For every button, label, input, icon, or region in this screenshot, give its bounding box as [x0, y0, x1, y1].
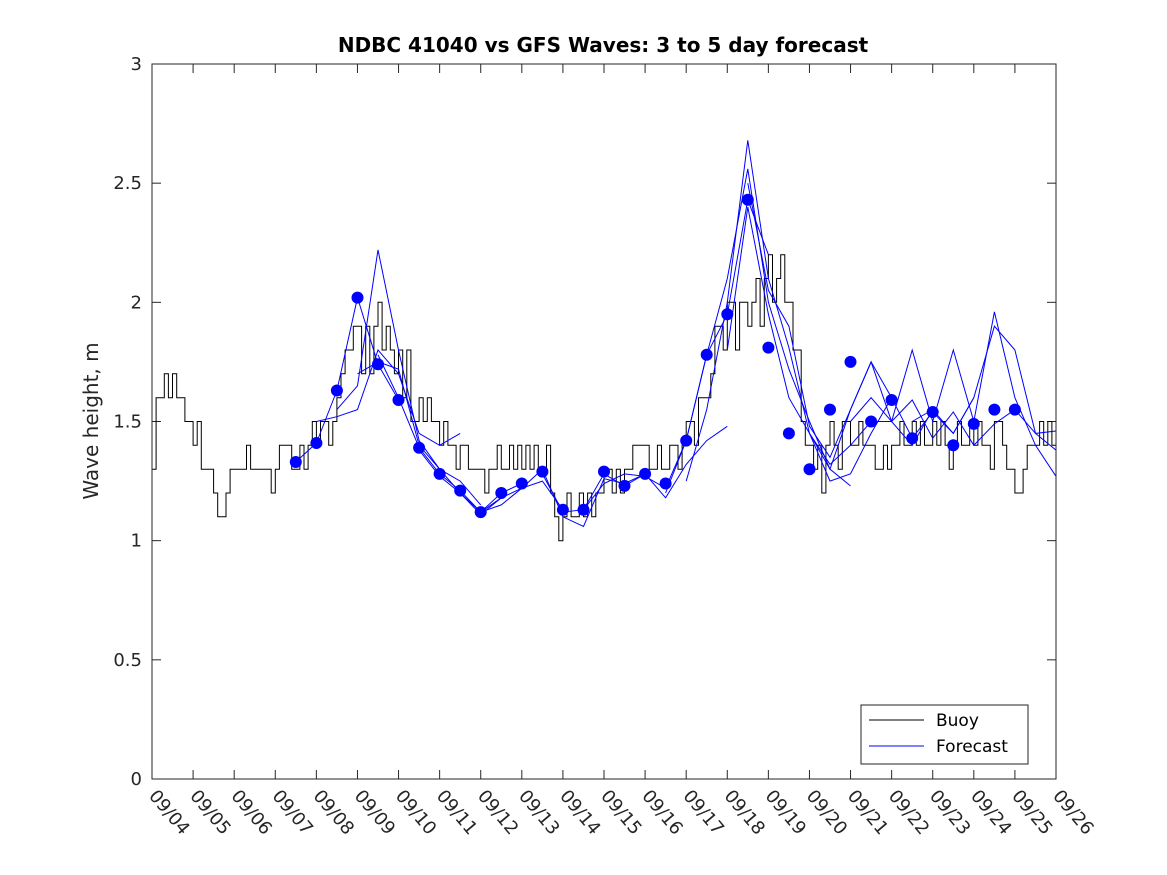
forecast-marker [454, 484, 467, 497]
forecast-run-line [726, 206, 934, 466]
y-tick-labels: 0 0.5 1 1.5 2 2.5 3 [113, 54, 142, 790]
legend-buoy-label: Buoy [936, 711, 979, 731]
y-tick-label: 2 [131, 292, 142, 313]
y-tick-label: 0 [131, 769, 142, 790]
forecast-run-line [336, 249, 482, 506]
legend-forecast-label: Forecast [936, 737, 1008, 757]
y-tick-label: 1 [131, 531, 142, 552]
forecast-run-line [583, 197, 769, 511]
forecast-marker [310, 437, 323, 449]
y-tick-label: 1.5 [113, 412, 142, 433]
y-tick-label: 2.5 [113, 173, 142, 194]
forecast-run-line [316, 349, 461, 446]
forecast-marker [289, 456, 302, 468]
forecast-marker [782, 427, 795, 440]
forecast-marker [988, 403, 1001, 416]
forecast-marker [515, 477, 528, 490]
legend: Buoy Forecast [860, 704, 1029, 765]
plot-area [152, 64, 1056, 779]
forecast-marker [1008, 403, 1021, 416]
forecast-marker [536, 465, 549, 478]
forecast-marker [474, 506, 487, 519]
forecast-marker [947, 439, 960, 452]
forecast-marker [639, 467, 652, 480]
forecast-marker [906, 432, 919, 445]
y-tick-label: 3 [131, 54, 142, 75]
forecast-marker [659, 477, 672, 490]
forecast-marker [598, 465, 610, 478]
forecast-marker [495, 487, 508, 499]
plot-frame [151, 63, 1057, 780]
forecast-run-line [850, 311, 1057, 477]
forecast-marker [392, 394, 405, 406]
forecast-marker [351, 291, 364, 304]
forecast-marker [433, 467, 446, 480]
y-axis-label: Wave height, m [79, 342, 103, 499]
forecast-marker [865, 415, 878, 428]
legend-box [860, 704, 1029, 765]
forecast-marker [885, 394, 898, 406]
y-tick-label: 0.5 [113, 650, 142, 671]
forecast-marker [556, 503, 569, 516]
forecast-run-line [418, 449, 564, 516]
forecast-marker [762, 341, 775, 354]
forecast-marker [330, 384, 343, 397]
forecast-markers [289, 193, 1021, 519]
forecast-marker [413, 441, 426, 454]
forecast-marker [741, 193, 754, 206]
forecast-marker [700, 348, 713, 361]
forecast-marker [680, 434, 693, 447]
forecast-marker [721, 308, 734, 321]
forecast-marker [372, 358, 384, 371]
forecast-marker [967, 417, 980, 430]
chart-title: NDBC 41040 vs GFS Waves: 3 to 5 day fore… [338, 33, 869, 57]
forecast-marker [926, 406, 939, 418]
forecast-marker [618, 479, 631, 492]
forecast-marker [577, 503, 590, 516]
forecast-run-line [541, 425, 728, 513]
forecast-marker [844, 355, 857, 368]
axis-ticks [151, 63, 1057, 780]
forecast-run-line [685, 140, 893, 482]
forecast-marker [803, 463, 816, 476]
forecast-marker [824, 403, 836, 416]
